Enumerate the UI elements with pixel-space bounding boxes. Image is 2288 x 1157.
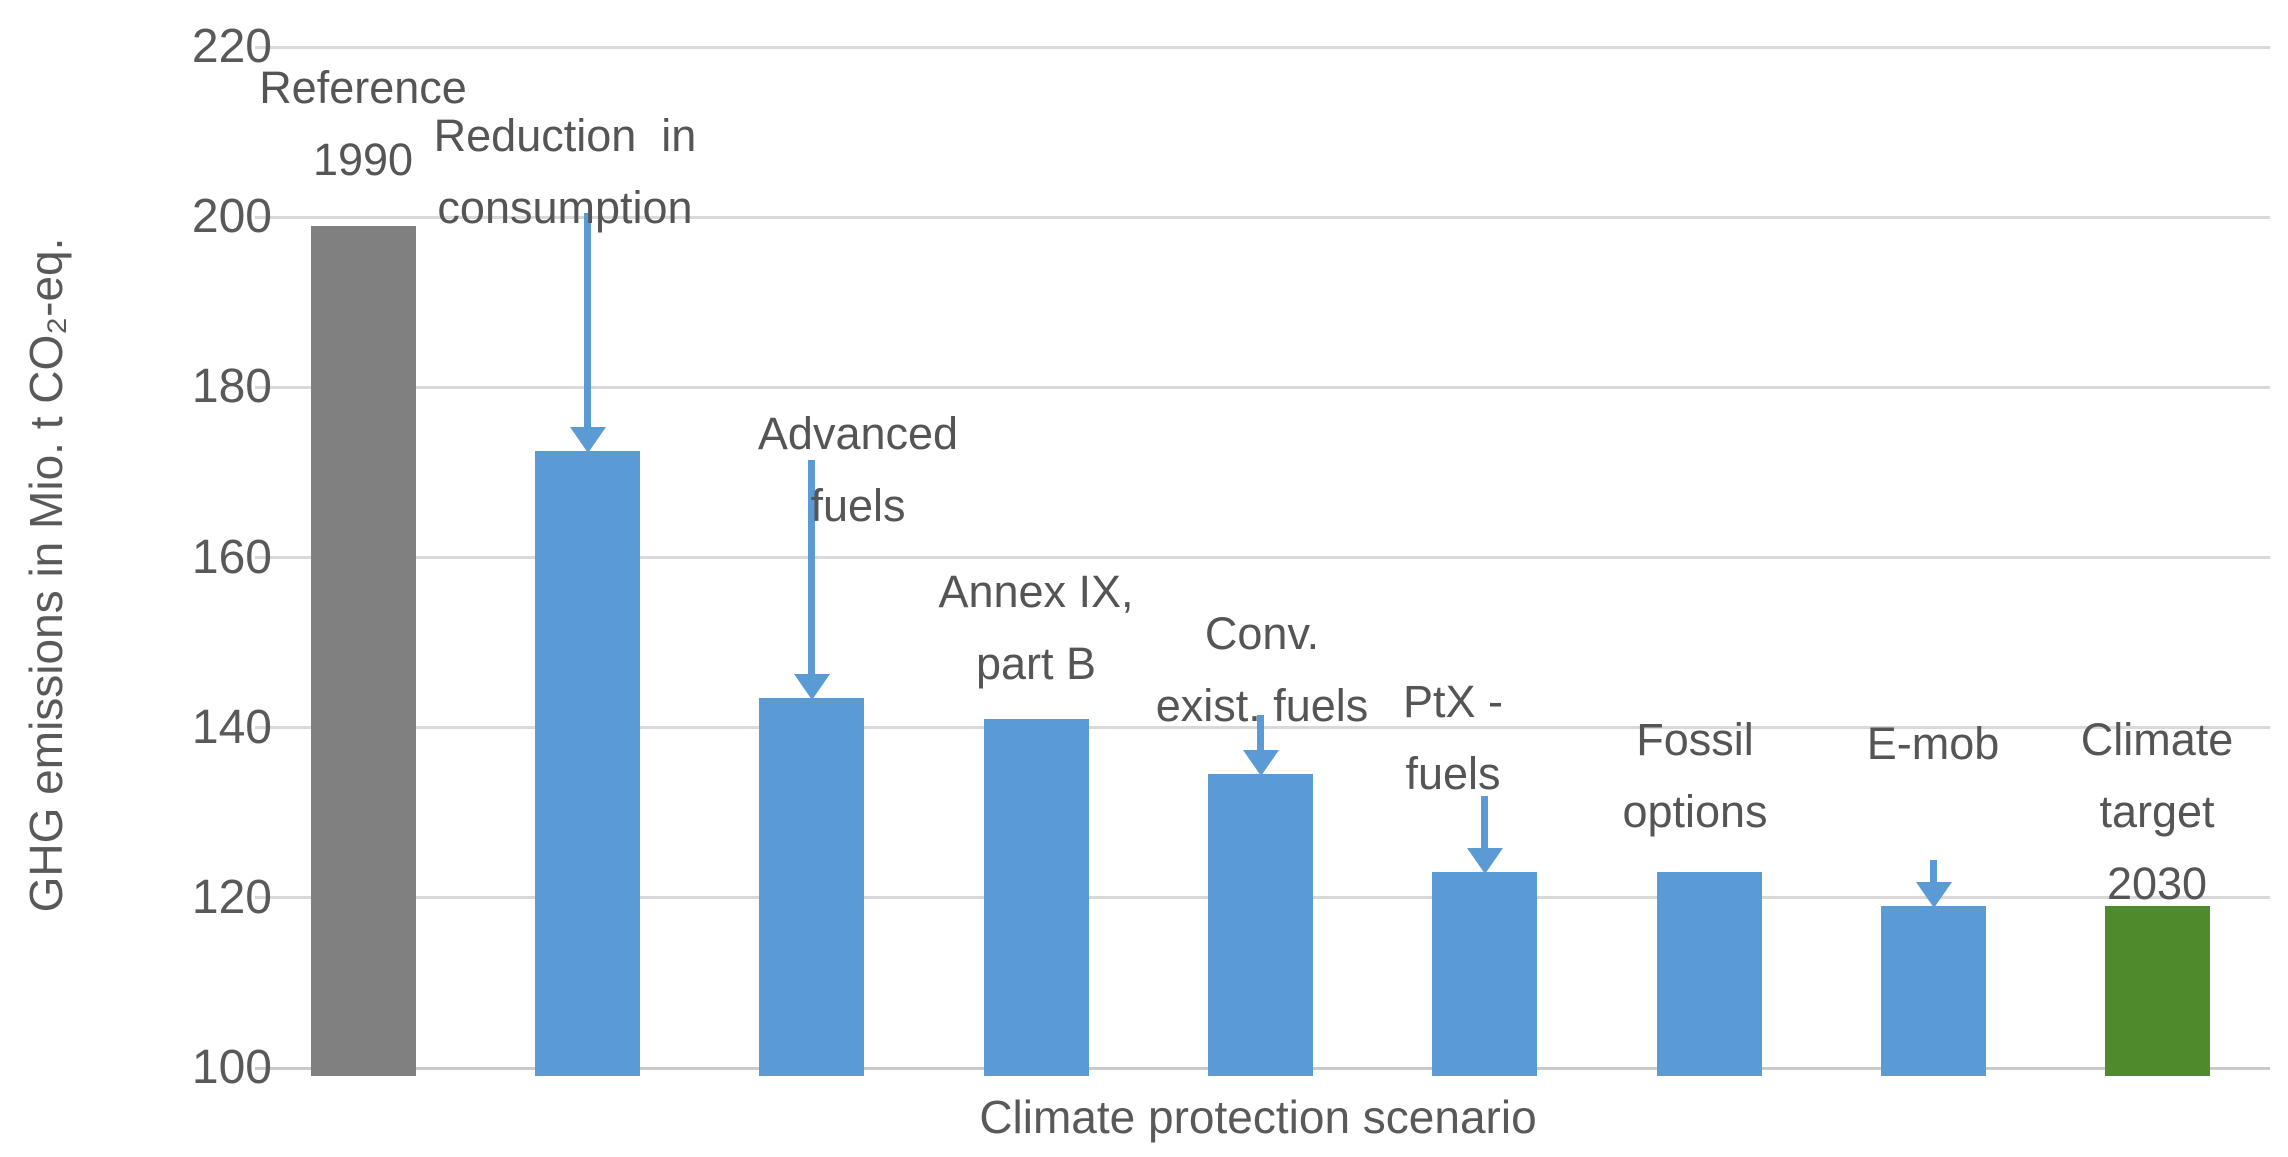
- reduction-arrow-head-advanced-fuels: [793, 673, 830, 700]
- bar-conv-exist-fuels: [1208, 774, 1313, 1076]
- bar-ptx-fuels: [1432, 872, 1538, 1076]
- bar-reduction-in-consumption: [535, 451, 640, 1076]
- y-tick-label-200: 200: [191, 190, 272, 244]
- reduction-arrow-line-advanced-fuels: [808, 459, 816, 680]
- reduction-arrow-line-ptx-fuels: [1481, 795, 1489, 855]
- bar-fossil-options: [1656, 872, 1762, 1076]
- category-label-reference-1990: Reference 1990: [259, 62, 467, 185]
- y-tick-label-180: 180: [191, 360, 272, 414]
- category-label-climate-target-2030: Climate target 2030: [2080, 714, 2234, 909]
- reduction-arrow-line-conv-exist-fuels: [1257, 714, 1264, 757]
- bar-climate-target-2030: [2105, 906, 2211, 1076]
- reduction-arrow-line-e-mob: [1930, 859, 1937, 889]
- category-label-advanced-fuels: Advanced fuels: [757, 408, 959, 531]
- category-label-reduction-in-consumption: Reduction in consumption: [433, 110, 697, 233]
- bar-e-mob: [1881, 906, 1986, 1076]
- gridline-160: [255, 556, 2270, 559]
- bar-advanced-fuels: [759, 697, 865, 1076]
- gridline-200: [255, 215, 2270, 219]
- y-tick-label-120: 120: [191, 870, 272, 924]
- x-axis-title: Climate protection scenario: [979, 1091, 1537, 1143]
- y-tick-label-220: 220: [191, 20, 272, 73]
- y-tick-label-140: 140: [191, 700, 272, 754]
- y-axis-title: GHG emissions in Mio. t CO₂-eq.: [20, 237, 72, 913]
- y-tick-label-100: 100: [191, 1041, 272, 1094]
- reduction-arrow-head-conv-exist-fuels: [1242, 750, 1279, 777]
- category-label-conv-exist-fuels: Conv. exist. fuels: [1155, 608, 1369, 731]
- category-label-fossil-options: Fossil options: [1622, 714, 1768, 837]
- gridline-220: [255, 45, 2270, 49]
- category-label-e-mob: E-mob: [1866, 718, 2000, 769]
- reduction-arrow-line-reduction-in-consumption: [584, 212, 591, 434]
- reduction-arrow-head-ptx-fuels: [1466, 848, 1503, 875]
- category-label-ptx-fuels: PtX - fuels: [1402, 676, 1504, 799]
- gridline-180: [255, 385, 2270, 389]
- bar-reference-1990: [310, 225, 416, 1076]
- reduction-arrow-head-reduction-in-consumption: [569, 427, 606, 454]
- bar-annex-ix-part-b: [983, 719, 1089, 1076]
- category-label-annex-ix-part-b: Annex IX, part B: [938, 566, 1134, 689]
- reduction-arrow-head-e-mob: [1915, 882, 1952, 909]
- y-tick-label-160: 160: [191, 530, 272, 584]
